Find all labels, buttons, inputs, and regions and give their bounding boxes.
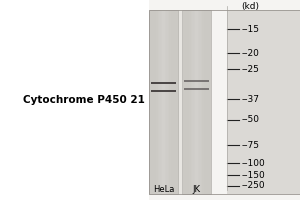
Bar	[161, 10, 162, 194]
Text: --37: --37	[242, 95, 260, 104]
Bar	[171, 10, 172, 194]
Bar	[189, 10, 191, 194]
Bar	[198, 10, 200, 194]
Bar	[173, 10, 175, 194]
Bar	[151, 82, 176, 84]
Bar	[184, 80, 209, 82]
Text: --20: --20	[242, 48, 260, 58]
Bar	[169, 10, 171, 194]
Bar	[195, 10, 196, 194]
Bar	[158, 10, 159, 194]
Bar	[149, 10, 151, 194]
Text: --100: --100	[242, 158, 265, 168]
Text: (kd): (kd)	[242, 2, 260, 11]
Bar	[184, 10, 185, 194]
Bar	[151, 10, 152, 194]
Text: Cytochrome P450 21: Cytochrome P450 21	[23, 95, 145, 105]
Text: HeLa: HeLa	[153, 185, 174, 194]
Text: JK: JK	[193, 185, 200, 194]
Bar	[151, 90, 176, 92]
Bar	[149, 10, 178, 194]
Bar	[164, 10, 165, 194]
Bar	[199, 10, 201, 194]
Bar	[208, 10, 209, 194]
Bar	[202, 10, 204, 194]
Bar	[184, 88, 209, 90]
Text: --150: --150	[242, 170, 265, 180]
Bar	[168, 10, 169, 194]
Text: --250: --250	[242, 182, 265, 190]
Text: --15: --15	[242, 24, 260, 33]
Bar	[187, 10, 188, 194]
Bar	[156, 10, 158, 194]
Bar	[152, 10, 154, 194]
Bar	[172, 10, 173, 194]
Text: --75: --75	[242, 140, 260, 149]
Bar	[178, 10, 182, 194]
Bar	[162, 10, 164, 194]
Bar	[226, 10, 300, 194]
Text: --25: --25	[242, 64, 260, 73]
Bar	[175, 10, 176, 194]
Bar	[206, 10, 208, 194]
Bar	[176, 10, 178, 194]
Bar	[205, 10, 206, 194]
Bar	[196, 10, 198, 194]
Text: --50: --50	[242, 116, 260, 124]
Bar	[188, 10, 189, 194]
Bar	[182, 10, 184, 194]
Bar	[201, 10, 202, 194]
Bar	[0, 0, 149, 200]
Bar	[192, 10, 194, 194]
Bar	[159, 10, 161, 194]
Bar	[209, 10, 211, 194]
Bar	[155, 10, 156, 194]
Bar	[149, 10, 300, 194]
Bar	[185, 10, 187, 194]
Bar	[191, 10, 192, 194]
Bar	[154, 10, 155, 194]
Bar	[194, 10, 195, 194]
Bar	[165, 10, 166, 194]
Bar	[204, 10, 205, 194]
Bar	[182, 10, 211, 194]
Bar	[166, 10, 168, 194]
